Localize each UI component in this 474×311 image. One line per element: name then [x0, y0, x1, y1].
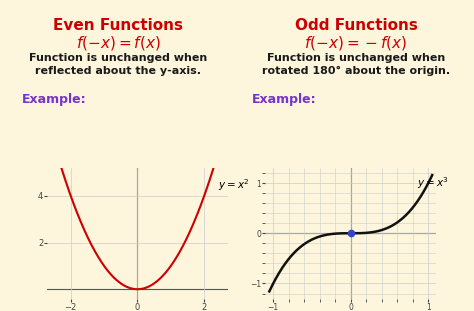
- FancyBboxPatch shape: [234, 0, 474, 311]
- FancyBboxPatch shape: [0, 0, 238, 311]
- Text: $y = x^3$: $y = x^3$: [417, 175, 448, 191]
- Text: Example:: Example:: [22, 93, 87, 106]
- Text: $f(-x) = -f(x)$: $f(-x) = -f(x)$: [304, 34, 408, 52]
- Text: Function is unchanged when
rotated 180° about the origin.: Function is unchanged when rotated 180° …: [262, 53, 450, 76]
- Text: Example:: Example:: [252, 93, 317, 106]
- Text: Odd Functions: Odd Functions: [294, 18, 418, 33]
- Text: Even Functions: Even Functions: [53, 18, 183, 33]
- Text: Function is unchanged when
reflected about the y-axis.: Function is unchanged when reflected abo…: [29, 53, 207, 76]
- Text: $f(-x) = f(x)$: $f(-x) = f(x)$: [76, 34, 160, 52]
- Text: $y = x^2$: $y = x^2$: [218, 177, 249, 193]
